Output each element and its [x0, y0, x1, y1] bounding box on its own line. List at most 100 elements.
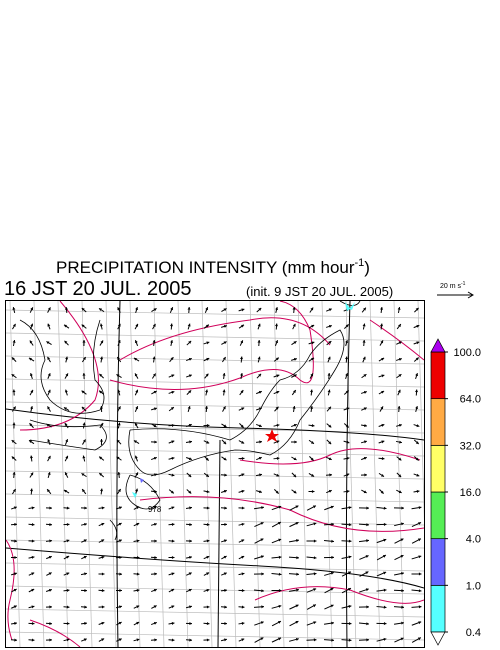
wind-arrow — [393, 621, 405, 625]
wind-arrow — [343, 473, 350, 477]
wind-arrow — [116, 506, 122, 510]
arrow-head — [117, 488, 121, 492]
arrow-head — [418, 621, 422, 625]
wind-arrow — [81, 638, 87, 642]
arrow-head — [49, 506, 52, 510]
arrow-head — [363, 307, 366, 311]
arrow-head — [133, 357, 137, 361]
wind-arrow — [378, 374, 385, 378]
wind-arrow — [411, 506, 422, 510]
arrow-head — [363, 407, 367, 411]
wind-arrow — [308, 424, 315, 428]
arrow-head — [258, 456, 262, 460]
arrow-head — [224, 638, 227, 642]
arrow-head — [222, 373, 226, 376]
graticule — [6, 301, 424, 647]
wind-arrow — [81, 488, 87, 495]
wind-arrow — [358, 523, 370, 527]
arrow-head — [171, 440, 175, 444]
arrow-head — [118, 506, 122, 510]
arrow-head — [398, 457, 402, 461]
wind-arrow — [292, 405, 296, 413]
arrow-head — [206, 357, 210, 361]
arrow-head — [14, 522, 17, 527]
arrow-head — [258, 490, 262, 494]
arrow-head — [206, 605, 210, 609]
wind-arrow — [306, 522, 317, 527]
wind-arrow — [396, 341, 402, 345]
arrow-head — [346, 407, 350, 411]
arrow-head — [101, 638, 105, 642]
wind-arrow — [64, 439, 69, 445]
wind-arrow — [151, 621, 157, 626]
wind-arrow — [238, 621, 245, 625]
wind-arrow — [81, 324, 87, 329]
wind-arrow — [358, 605, 370, 609]
arrow-head — [13, 605, 17, 609]
wind-arrow — [135, 306, 139, 314]
arrow-head — [188, 457, 192, 461]
arrow-head — [117, 340, 121, 344]
wind-arrow — [80, 588, 88, 593]
arrow-head — [380, 307, 384, 310]
wind-arrow — [135, 488, 139, 495]
arrow-head — [296, 556, 299, 560]
wind-vectors — [10, 306, 422, 643]
arrow-head — [188, 423, 192, 427]
wind-arrow — [415, 372, 419, 380]
arrow-head — [136, 605, 140, 609]
wind-arrow — [306, 539, 317, 543]
arrow-head — [49, 539, 52, 543]
arrow-head — [136, 638, 140, 642]
colorbar-label: 4.0 — [466, 534, 481, 546]
arrow-head — [327, 389, 331, 393]
arrow-head — [400, 522, 404, 526]
arrow-head — [400, 637, 404, 641]
wind-arrow — [64, 455, 69, 462]
wind-arrow — [47, 389, 51, 396]
wind-scale-sup: -1 — [461, 281, 466, 287]
arrow-head — [84, 605, 87, 609]
arrow-head — [188, 588, 192, 592]
arrow-head — [292, 406, 296, 409]
wind-arrow — [29, 455, 33, 462]
arrow-head — [12, 488, 16, 492]
arrow-head — [416, 473, 420, 477]
wind-arrow — [411, 538, 422, 544]
wind-arrow — [169, 307, 174, 313]
wind-arrow — [288, 539, 300, 543]
arrow-head — [100, 422, 104, 426]
wind-arrow — [220, 605, 228, 609]
wind-arrow — [309, 456, 314, 461]
arrow-head — [64, 472, 68, 476]
wind-arrow — [359, 571, 369, 577]
wind-arrow — [345, 339, 349, 347]
title-text: PRECIPITATION INTENSITY (mm hour — [56, 258, 355, 277]
arrow-head — [380, 406, 384, 410]
wind-arrow — [168, 473, 175, 477]
wind-arrow — [240, 372, 244, 380]
arrow-head — [241, 489, 245, 493]
arrow-head — [381, 456, 385, 461]
arrow-head — [136, 621, 140, 625]
arrow-head — [171, 588, 175, 592]
graticule-line — [225, 301, 237, 647]
wind-arrow — [413, 489, 420, 493]
wind-arrow — [376, 637, 387, 642]
arrow-head — [365, 555, 369, 558]
arrow-head — [223, 572, 227, 576]
arrow-head — [260, 637, 264, 641]
graticule-line — [6, 585, 424, 595]
arrow-head — [118, 539, 122, 543]
wind-arrow — [168, 440, 175, 444]
arrow-head — [397, 406, 401, 409]
arrow-head — [363, 390, 367, 394]
arrow-head — [116, 439, 120, 443]
wind-arrow — [345, 372, 349, 380]
wind-arrow — [290, 357, 298, 361]
arrow-head — [383, 588, 387, 592]
arrow-head — [295, 621, 299, 624]
arrow-head — [240, 340, 244, 344]
wind-arrow — [341, 523, 352, 527]
wind-arrow — [273, 357, 280, 362]
